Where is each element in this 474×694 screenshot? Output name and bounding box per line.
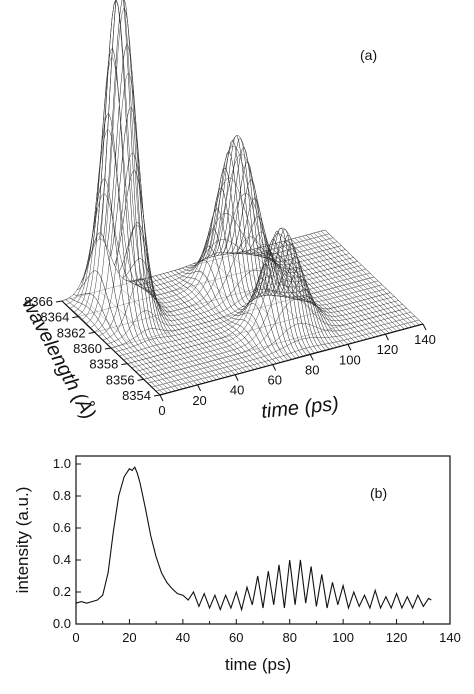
- intensity-series-line: [75, 466, 432, 612]
- time-tick-mark: [234, 374, 239, 381]
- mesh-line-wavelength: [102, 268, 366, 341]
- x-tick-label: 80: [282, 630, 296, 645]
- intensity-axis-ticks: 0.0 0.2 0.4 0.6 0.8 1.0: [53, 456, 81, 631]
- time-tick-label: 80: [305, 362, 319, 377]
- mesh-line-wavelength: [115, 280, 379, 353]
- mesh-line-wavelength: [151, 315, 415, 388]
- surface-x-axis-label: time (ps): [260, 393, 340, 423]
- mesh-line-wavelength: [70, 128, 334, 309]
- plot-frame: [75, 455, 451, 625]
- panel-a-label: (a): [360, 47, 377, 63]
- wavelength-tick-label: 8354: [122, 388, 151, 403]
- time-tick-mark: [347, 344, 352, 351]
- wavelength-tick-mark: [121, 363, 128, 366]
- time-tick-label: 60: [267, 373, 281, 388]
- time-axis-ticks: 0 20 40 60 80 100 120 140: [158, 323, 436, 418]
- mesh-line-wavelength: [155, 319, 419, 392]
- mesh-line-time: [91, 47, 191, 388]
- y-tick-label: 0.2: [53, 584, 71, 599]
- time-tick-mark: [159, 394, 164, 402]
- time-tick-label: 0: [158, 403, 165, 418]
- wavelength-tick-mark: [104, 347, 112, 350]
- mesh-line-wavelength: [131, 227, 395, 368]
- y-tick-label: 0.8: [53, 488, 71, 503]
- wavelength-tick-label: 8362: [57, 325, 86, 340]
- wavelength-tick-mark: [72, 316, 79, 319]
- mesh-line-wavelength: [110, 276, 375, 349]
- x-tick-label: 0: [72, 630, 79, 645]
- wavelength-tick-mark: [137, 378, 144, 381]
- x-tick-label: 120: [386, 630, 408, 645]
- y-tick-label: 1.0: [53, 456, 71, 471]
- time-tick-label: 140: [414, 332, 436, 347]
- line-y-axis-label: intensity (a.u.): [13, 487, 32, 594]
- x-tick-label: 60: [229, 630, 243, 645]
- mesh-line-wavelength: [78, 0, 342, 316]
- mesh-line-time: [114, 170, 213, 381]
- time-tick-mark: [197, 384, 202, 392]
- time-tick-label: 40: [230, 383, 244, 398]
- time-tick-mark: [309, 354, 314, 361]
- mesh-line-wavelength: [127, 233, 391, 364]
- wavelength-tick-mark: [153, 394, 161, 397]
- time-tick-label: 100: [339, 352, 361, 367]
- x-tick-label: 40: [176, 630, 190, 645]
- mesh-line-wavelength: [119, 275, 383, 357]
- x-tick-label: 20: [122, 630, 136, 645]
- mesh-line-wavelength: [139, 269, 403, 376]
- time-tick-mark: [384, 333, 389, 341]
- time-tick-mark: [422, 323, 427, 331]
- surface-mesh: [61, 0, 424, 396]
- time-tick-label: 20: [192, 393, 206, 408]
- line-plot-panel: (b) 0 20 40 60 80 100 120 140 0.0 0.2 0.4 0.6 0.8 1.…: [13, 455, 461, 674]
- wavelength-tick-mark: [55, 300, 63, 303]
- mesh-line-wavelength: [86, 7, 350, 324]
- wavelength-tick-label: 8356: [106, 372, 135, 387]
- time-axis-line: [159, 323, 424, 396]
- mesh-line-time: [234, 216, 333, 349]
- time-tick-mark: [272, 364, 277, 371]
- line-x-axis-label: time (ps): [225, 655, 291, 674]
- x-tick-label: 140: [439, 630, 461, 645]
- mesh-line-wavelength: [66, 193, 330, 305]
- wavelength-tick-label: 8358: [89, 357, 118, 372]
- x-tick-label: 100: [332, 630, 354, 645]
- mesh-line-wavelength: [98, 224, 362, 337]
- wavelength-tick-label: 8360: [73, 341, 102, 356]
- time-tick-label: 120: [377, 342, 399, 357]
- mesh-line-wavelength: [123, 253, 387, 360]
- mesh-line-wavelength: [61, 229, 326, 302]
- panel-b-label: (b): [370, 485, 387, 501]
- mesh-line-wavelength: [135, 241, 399, 372]
- y-tick-label: 0.6: [53, 520, 71, 535]
- y-tick-label: 0.0: [53, 616, 71, 631]
- mesh-line-wavelength: [147, 311, 411, 384]
- mesh-line-wavelength: [143, 299, 407, 380]
- wavelength-tick-label: 8364: [40, 310, 69, 325]
- wavelength-tick-mark: [88, 331, 95, 334]
- time-axis-ticks-b: 0 20 40 60 80 100 120 140: [72, 619, 461, 645]
- mesh-line-wavelength: [74, 56, 338, 312]
- mesh-line-wavelength: [90, 72, 354, 328]
- mesh-line-wavelength: [106, 272, 370, 345]
- y-tick-label: 0.4: [53, 552, 71, 567]
- wavelength-tick-label: 8366: [24, 294, 53, 309]
